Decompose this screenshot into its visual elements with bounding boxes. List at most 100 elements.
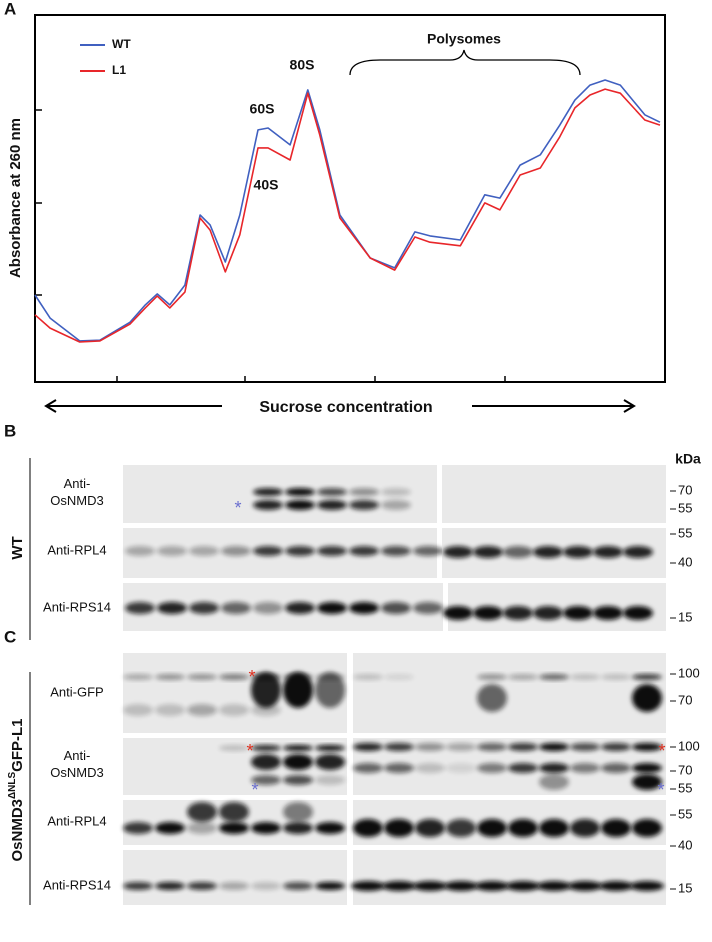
band — [570, 743, 600, 751]
band — [219, 802, 249, 822]
band — [221, 602, 251, 614]
band — [155, 822, 185, 834]
band — [632, 743, 662, 751]
band — [221, 546, 251, 556]
band — [632, 774, 662, 790]
asterisk: * — [657, 780, 664, 800]
band — [155, 882, 185, 890]
blot-labels: B Anti- OsNMD3 70 55 Anti-RPL4 55 40 Anti-RPS14 1… — [4, 421, 701, 905]
band — [381, 602, 411, 614]
blot — [442, 465, 666, 523]
band — [253, 500, 283, 510]
band — [123, 704, 153, 716]
band — [415, 819, 445, 837]
band — [503, 606, 533, 620]
band — [285, 546, 315, 556]
band — [384, 819, 414, 837]
band — [353, 819, 383, 837]
band — [219, 704, 249, 716]
band — [415, 743, 445, 751]
band — [157, 546, 187, 556]
band — [285, 500, 315, 510]
band — [189, 546, 219, 556]
marker-label: 100 — [678, 738, 700, 753]
band — [315, 672, 345, 708]
band — [349, 488, 379, 496]
band — [381, 488, 411, 496]
asterisk: * — [234, 498, 241, 518]
row-label: OsNMD3 — [50, 493, 103, 508]
legend-label: WT — [112, 37, 131, 51]
band — [601, 674, 631, 680]
band — [285, 602, 315, 614]
annotation: 80S — [290, 57, 315, 73]
annotation: Polysomes — [427, 31, 501, 47]
sample-label: OsNMD3ΔNLSGFP-L1 — [7, 718, 26, 861]
sample-label-part: ΔNLS — [7, 771, 18, 799]
band — [317, 602, 347, 614]
band — [503, 546, 533, 558]
band — [123, 674, 153, 680]
band — [251, 704, 281, 716]
band — [508, 763, 538, 773]
band — [446, 819, 476, 837]
band — [123, 882, 153, 890]
band — [601, 763, 631, 773]
annotation: 60S — [250, 101, 275, 117]
marker-label: 15 — [678, 609, 692, 624]
blot — [123, 850, 347, 905]
band — [508, 674, 538, 680]
band — [253, 488, 283, 496]
band — [349, 602, 379, 614]
band — [353, 763, 383, 773]
band — [444, 881, 478, 891]
panel-label: C — [4, 627, 16, 646]
band — [353, 743, 383, 751]
band — [125, 546, 155, 556]
band — [533, 546, 563, 558]
band — [125, 602, 155, 614]
band — [384, 763, 414, 773]
band — [251, 745, 281, 751]
row-label: Anti-RPS14 — [43, 877, 111, 892]
band — [283, 822, 313, 834]
x-arrows — [44, 399, 636, 413]
band — [570, 763, 600, 773]
marker-label: 70 — [678, 762, 692, 777]
band — [539, 674, 569, 680]
band — [315, 745, 345, 751]
band — [563, 546, 593, 558]
band — [219, 882, 249, 890]
band — [593, 606, 623, 620]
legend-label: L1 — [112, 63, 126, 77]
band — [446, 763, 476, 773]
row-label: Anti-RPS14 — [43, 599, 111, 614]
marker-label: 40 — [678, 554, 692, 569]
asterisk: * — [248, 667, 255, 687]
band — [630, 881, 664, 891]
marker-label: 70 — [678, 692, 692, 707]
bracket — [349, 49, 581, 76]
band — [568, 881, 602, 891]
axis-ticks — [35, 109, 506, 382]
band — [157, 602, 187, 614]
band — [187, 704, 217, 716]
row-label: Anti- — [64, 748, 91, 763]
row-label: Anti-RPL4 — [47, 542, 106, 557]
band — [413, 881, 447, 891]
row-label: Anti-RPL4 — [47, 813, 106, 828]
band — [315, 882, 345, 890]
band — [539, 743, 569, 751]
marker-label: 100 — [678, 665, 700, 680]
band — [353, 674, 383, 680]
band — [315, 775, 345, 785]
blot — [353, 653, 666, 733]
band — [219, 745, 249, 751]
band — [187, 822, 217, 834]
band — [189, 602, 219, 614]
band — [413, 602, 443, 614]
band — [219, 822, 249, 834]
band — [251, 754, 281, 770]
band — [570, 819, 600, 837]
band — [382, 881, 416, 891]
